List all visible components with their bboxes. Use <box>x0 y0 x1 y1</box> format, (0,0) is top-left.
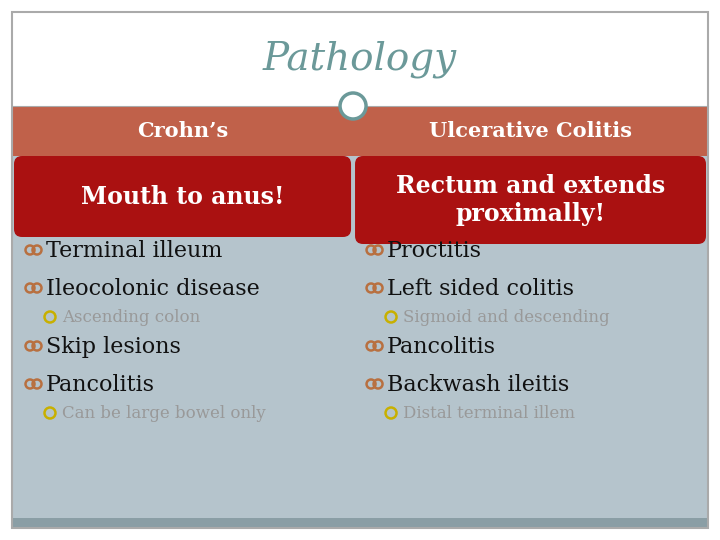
Text: Backwash ileitis: Backwash ileitis <box>387 374 570 396</box>
Text: Rectum and extends
proximally!: Rectum and extends proximally! <box>396 174 665 226</box>
FancyBboxPatch shape <box>355 156 706 244</box>
Text: Pancolitis: Pancolitis <box>46 374 155 396</box>
FancyBboxPatch shape <box>12 518 708 528</box>
FancyBboxPatch shape <box>12 12 708 106</box>
FancyBboxPatch shape <box>12 106 708 156</box>
Text: Sigmoid and descending: Sigmoid and descending <box>403 308 610 326</box>
Text: Ascending colon: Ascending colon <box>62 308 200 326</box>
Text: Skip lesions: Skip lesions <box>46 336 181 358</box>
Text: Ulcerative Colitis: Ulcerative Colitis <box>429 121 632 141</box>
Text: Proctitis: Proctitis <box>387 240 482 262</box>
FancyBboxPatch shape <box>14 156 351 237</box>
Text: Crohn’s: Crohn’s <box>137 121 228 141</box>
Text: Pancolitis: Pancolitis <box>387 336 496 358</box>
Text: Ileocolonic disease: Ileocolonic disease <box>46 278 260 300</box>
Text: Terminal illeum: Terminal illeum <box>46 240 222 262</box>
FancyBboxPatch shape <box>12 156 353 520</box>
Text: Distal terminal illem: Distal terminal illem <box>403 404 575 422</box>
Text: Can be large bowel only: Can be large bowel only <box>62 404 266 422</box>
Text: Mouth to anus!: Mouth to anus! <box>81 185 284 208</box>
FancyBboxPatch shape <box>353 156 708 520</box>
Text: Left sided colitis: Left sided colitis <box>387 278 574 300</box>
Circle shape <box>340 93 366 119</box>
Text: Pathology: Pathology <box>263 40 457 78</box>
